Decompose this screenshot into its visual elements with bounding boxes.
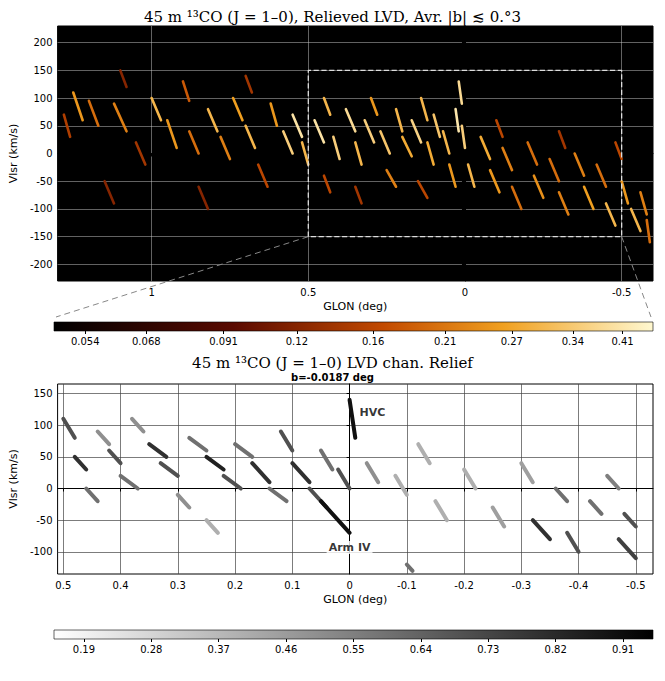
svg-text:-100: -100	[30, 546, 53, 557]
svg-text:0.34: 0.34	[562, 336, 584, 347]
svg-text:0: 0	[46, 483, 52, 494]
svg-text:-100: -100	[30, 203, 53, 214]
svg-text:HVC: HVC	[360, 406, 386, 419]
svg-text:-0.3: -0.3	[512, 580, 532, 591]
svg-text:0.41: 0.41	[611, 336, 633, 347]
svg-text:0.091: 0.091	[209, 336, 238, 347]
svg-text:0.12: 0.12	[286, 336, 308, 347]
svg-text:0.46: 0.46	[275, 644, 297, 655]
svg-text:GLON (deg): GLON (deg)	[323, 593, 387, 606]
svg-text:-0.5: -0.5	[626, 580, 646, 591]
svg-text:0.37: 0.37	[208, 644, 230, 655]
svg-text:100: 100	[34, 93, 53, 104]
svg-text:-0.2: -0.2	[454, 580, 474, 591]
svg-text:150: 150	[34, 65, 53, 76]
svg-text:0: 0	[462, 287, 468, 298]
svg-text:0.28: 0.28	[140, 644, 162, 655]
svg-text:0.73: 0.73	[477, 644, 499, 655]
svg-text:GLON (deg): GLON (deg)	[323, 300, 387, 313]
svg-text:0.21: 0.21	[434, 336, 456, 347]
svg-text:0.4: 0.4	[113, 580, 129, 591]
svg-text:0.82: 0.82	[545, 644, 567, 655]
svg-text:150: 150	[34, 388, 53, 399]
svg-text:-0.5: -0.5	[612, 287, 632, 298]
svg-text:45 m ¹³CO (J = 1–0), Relieved: 45 m ¹³CO (J = 1–0), Relieved LVD, Avr. …	[144, 8, 521, 26]
svg-text:b=-0.0187 deg: b=-0.0187 deg	[291, 372, 374, 383]
svg-text:Arm IV: Arm IV	[329, 541, 371, 554]
svg-text:-50: -50	[36, 515, 52, 526]
svg-text:0.068: 0.068	[132, 336, 161, 347]
svg-text:0.5: 0.5	[300, 287, 316, 298]
svg-text:0.19: 0.19	[73, 644, 95, 655]
svg-text:Vlsr (km/s): Vlsr (km/s)	[7, 124, 20, 183]
svg-text:200: 200	[34, 37, 53, 48]
svg-text:100: 100	[34, 420, 53, 431]
svg-text:0.3: 0.3	[170, 580, 186, 591]
svg-text:-0.1: -0.1	[397, 580, 417, 591]
svg-text:-0.4: -0.4	[569, 580, 589, 591]
svg-text:0.27: 0.27	[501, 336, 523, 347]
svg-text:0.1: 0.1	[284, 580, 300, 591]
svg-text:0.55: 0.55	[342, 644, 364, 655]
svg-text:45 m ¹³CO (J = 1–0) LVD chan.: 45 m ¹³CO (J = 1–0) LVD chan. Relief	[192, 354, 474, 372]
svg-text:0.16: 0.16	[362, 336, 384, 347]
svg-text:-150: -150	[30, 231, 53, 242]
svg-text:-50: -50	[36, 176, 52, 187]
svg-text:50: 50	[40, 120, 53, 131]
svg-text:0.91: 0.91	[612, 644, 634, 655]
svg-text:-200: -200	[30, 259, 53, 270]
svg-text:1: 1	[148, 287, 154, 298]
svg-text:0.64: 0.64	[410, 644, 432, 655]
svg-text:0.054: 0.054	[71, 336, 100, 347]
svg-text:Vlsr (km/s): Vlsr (km/s)	[7, 449, 20, 508]
svg-text:0: 0	[46, 148, 52, 159]
svg-text:0.2: 0.2	[227, 580, 243, 591]
svg-text:50: 50	[40, 451, 53, 462]
svg-text:0: 0	[346, 580, 352, 591]
svg-text:0.5: 0.5	[55, 580, 71, 591]
